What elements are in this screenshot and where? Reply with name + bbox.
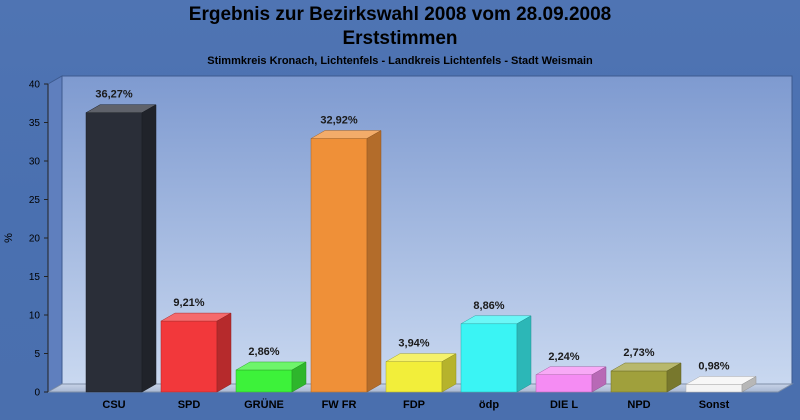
bar-4 [385,353,457,393]
chart-subtitle: Stimmkreis Kronach, Lichtenfels - Landkr… [207,55,593,67]
bar-0 [85,104,157,393]
x-tick-label: Sonst [699,399,730,411]
bar-front [535,374,593,393]
data-label: 2,86% [248,346,279,358]
y-axis: 0 5 10 15 20 25 30 35 40 [29,80,49,399]
y-tick-label: 20 [29,234,41,245]
bar-side [216,312,232,393]
bar-front [385,361,443,393]
bars: 36,27% 9,21% 2,86% 32,92% 3,94% 8,86% 2,24% 2,7… [85,89,757,393]
y-tick-label: 10 [29,311,41,322]
x-tick-label: GRÜNE [244,398,284,411]
data-label: 3,94% [398,338,429,350]
chart-title: Ergebnis zur Bezirkswahl 2008 vom 28.09.… [188,4,612,25]
bar-front [685,384,743,393]
bar-3 [310,130,382,393]
x-tick-label: CSU [102,399,125,411]
bar-side [291,361,307,393]
bar-1 [160,312,232,393]
x-tick-label: DIE L [550,399,578,411]
x-tick-label: SPD [178,399,201,411]
bar-side [441,353,457,393]
x-tick-label: FDP [403,399,425,411]
bar-front [85,112,143,393]
bar-5 [460,315,532,393]
y-axis-label: % [3,233,15,243]
bar-2 [235,361,307,393]
bar-side [516,315,532,393]
data-label: 8,86% [473,300,504,312]
bar-front [310,138,368,393]
bar-8 [685,376,757,393]
y-tick-label: 35 [29,118,41,129]
bar-front [460,323,518,393]
bar-7 [610,362,682,393]
data-label: 2,24% [548,351,579,363]
data-label: 2,73% [623,347,654,359]
bar-side [741,376,757,393]
bar-front [235,369,293,393]
data-label: 36,27% [95,89,133,101]
bar-side [666,362,682,393]
bar-side [366,130,382,393]
bar-front [160,320,218,393]
y-tick-label: 25 [29,195,41,206]
bar-side [141,104,157,393]
y-tick-label: 0 [34,388,40,399]
y-tick-label: 5 [34,349,40,360]
x-axis-labels: CSU SPD GRÜNE FW FR FDP ödp DIE L NPD Sonst [102,398,729,411]
data-label: 0,98% [698,360,729,372]
x-tick-label: ödp [479,399,499,411]
bar-6 [535,366,607,393]
bar-front [610,370,668,393]
y-tick-label: 30 [29,157,41,168]
x-tick-label: FW FR [322,399,357,411]
data-label: 9,21% [173,297,204,309]
chart-title-line-2: Erststimmen [342,28,458,49]
x-tick-label: NPD [627,399,650,411]
y-tick-label: 40 [29,80,41,91]
data-label: 32,92% [320,115,358,127]
bar-side [591,366,607,393]
y-tick-label: 15 [29,272,41,283]
